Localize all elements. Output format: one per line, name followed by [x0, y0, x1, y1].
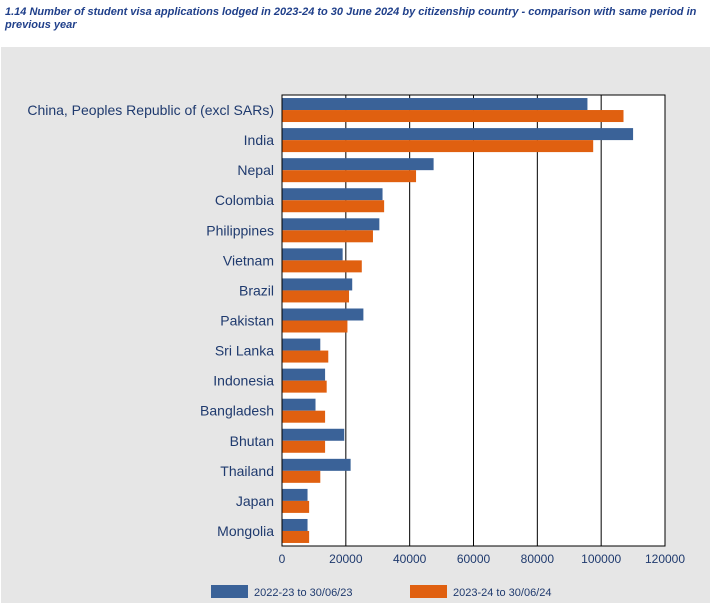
category-label: Pakistan: [220, 313, 274, 329]
category-label: Vietnam: [223, 252, 274, 268]
bar-2023-24: [282, 230, 373, 243]
category-label: China, Peoples Republic of (excl SARs): [27, 102, 274, 118]
legend-label-2023-24: 2023-24 to 30/06/24: [453, 587, 551, 599]
bar-2022-23: [282, 128, 634, 141]
category-label: Indonesia: [213, 373, 274, 389]
x-tick-label: 20000: [329, 552, 363, 566]
legend-swatch-2022-23: [211, 585, 248, 598]
bar-2023-24: [282, 290, 350, 303]
bar-2023-24: [282, 200, 385, 213]
bar-2023-24: [282, 440, 326, 453]
x-tick-label: 120000: [645, 552, 685, 566]
bar-2022-23: [282, 158, 434, 171]
bar-2022-23: [282, 338, 321, 351]
bar-2023-24: [282, 380, 327, 393]
bar-2022-23: [282, 308, 364, 321]
bar-2023-24: [282, 530, 310, 543]
bar-2023-24: [282, 320, 348, 333]
x-tick-label: 60000: [457, 552, 491, 566]
bar-2022-23: [282, 248, 343, 261]
category-label: Colombia: [215, 192, 274, 208]
bar-2023-24: [282, 260, 362, 273]
category-label: Nepal: [237, 162, 274, 178]
category-label: Japan: [236, 493, 274, 509]
category-label: Thailand: [220, 463, 274, 479]
category-label: India: [244, 132, 275, 148]
bar-2022-23: [282, 518, 308, 531]
category-label: Philippines: [206, 222, 274, 238]
bar-2022-23: [282, 488, 308, 501]
bar-2023-24: [282, 470, 321, 483]
chart-title: 1.14 Number of student visa applications…: [5, 6, 697, 31]
category-label: Brazil: [239, 282, 274, 298]
category-label: Bangladesh: [200, 403, 274, 419]
bar-2022-23: [282, 218, 380, 231]
x-tick-label: 0: [279, 552, 286, 566]
category-label: Bhutan: [230, 433, 274, 449]
category-label: Mongolia: [217, 523, 274, 539]
legend-swatch-2023-24: [410, 585, 447, 598]
bar-2023-24: [282, 110, 624, 123]
bar-2022-23: [282, 98, 588, 111]
bar-2022-23: [282, 398, 316, 411]
bar-2022-23: [282, 458, 351, 471]
bar-2023-24: [282, 410, 326, 423]
bar-2022-23: [282, 368, 326, 381]
bar-2023-24: [282, 350, 329, 363]
bar-2022-23: [282, 428, 345, 441]
x-tick-label: 40000: [393, 552, 427, 566]
plot-frame: [281, 94, 666, 547]
bar-2023-24: [282, 170, 417, 183]
bar-2022-23: [282, 188, 383, 201]
legend-label-2022-23: 2022-23 to 30/06/23: [254, 587, 352, 599]
category-label: Sri Lanka: [215, 343, 274, 359]
bar-2023-24: [282, 140, 594, 153]
bar-2023-24: [282, 500, 310, 513]
x-tick-label: 100000: [581, 552, 621, 566]
bar-2022-23: [282, 278, 353, 291]
x-tick-label: 80000: [521, 552, 555, 566]
